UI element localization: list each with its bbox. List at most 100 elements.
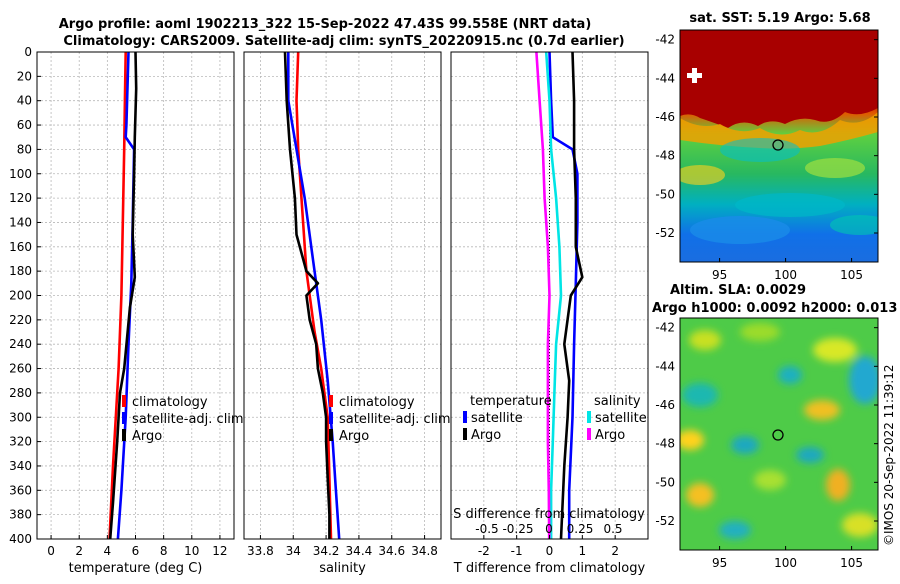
map-x-tick-label: 100: [774, 268, 797, 282]
map-x-tick-label: 105: [840, 268, 863, 282]
sst-map-ticks: 95 100 105 -42 -44 -46 -48 -50 -52: [655, 33, 878, 282]
y-tick-label: 320: [9, 435, 32, 449]
x-tick-label: 1: [579, 544, 587, 558]
secondary-tick-label: -0.5: [475, 522, 498, 536]
x-tick-label: 2: [611, 544, 619, 558]
y-tick-label: 180: [9, 264, 32, 278]
y-tick-label: 200: [9, 289, 32, 303]
sla-map-frame: [679, 317, 879, 551]
secondary-axis-label: S difference from climatology: [453, 507, 645, 522]
y-tick-label: 100: [9, 167, 32, 181]
difference-panel: -2 -1 0 1 2 T difference from climatology temp…: [450, 51, 649, 576]
x-axis-label: temperature (deg C): [69, 561, 203, 576]
x-axis-label: T difference from climatology: [453, 561, 646, 576]
map-y-tick-label: -42: [655, 33, 675, 47]
legend-label: satellite: [471, 411, 523, 426]
legend-label: Argo: [471, 428, 501, 443]
sst-map-title: sat. SST: 5.19 Argo: 5.68: [689, 11, 870, 26]
x-tick-label: -2: [478, 544, 490, 558]
y-tick-label: 60: [17, 118, 32, 132]
map-y-tick-label: -46: [655, 398, 675, 412]
y-tick-label: 140: [9, 215, 32, 229]
legend-label: climatology: [132, 395, 208, 410]
secondary-tick-label: -0.25: [502, 522, 533, 536]
series-line-salinity-satellite: [544, 51, 563, 539]
x-tick-label: 33.8: [247, 544, 274, 558]
legend-label: climatology: [339, 395, 415, 410]
legend-title-salinity: salinity: [594, 394, 641, 409]
legend-label: satellite: [595, 411, 647, 426]
series-line-salinity-Argo: [535, 51, 551, 540]
y-tick-label: 360: [9, 483, 32, 497]
y-tick-label: 40: [17, 94, 32, 108]
y-tick-label: 340: [9, 459, 32, 473]
y-tick-label: 400: [9, 532, 32, 546]
legend-label: satellite-adj. clim: [132, 412, 244, 427]
plot-frame: [243, 51, 442, 540]
sst-argo-position-marker: [772, 139, 784, 151]
y-tick-label: 120: [9, 191, 32, 205]
y-tick-label: 240: [9, 337, 32, 351]
map-x-tick-label: 95: [712, 556, 727, 570]
y-tick-label: 380: [9, 508, 32, 522]
map-y-tick-label: -50: [655, 475, 675, 489]
footer-stamp: ©IMOS 20-Sep-2022 11:39:12: [882, 364, 896, 546]
map-y-tick-label: -48: [655, 437, 675, 451]
sla-map-title-line1: Altim. SLA: 0.0029: [670, 283, 806, 298]
series-line-satellite-adj.-clim: [286, 52, 341, 540]
legend-label: Argo: [595, 428, 625, 443]
x-tick-label: 34: [286, 544, 301, 558]
sst-map-field: [680, 30, 878, 262]
secondary-tick-label: 0.5: [603, 522, 622, 536]
series-line-temperature-Argo: [559, 51, 584, 540]
y-tick-label: 0: [24, 45, 32, 59]
map-y-tick-label: -44: [655, 71, 675, 85]
y-tick-label: 220: [9, 313, 32, 327]
sla-map-field: [680, 318, 878, 550]
legend-label: Argo: [339, 429, 369, 444]
legend-label: satellite-adj. clim: [339, 412, 451, 427]
secondary-tick-label: 0: [545, 522, 553, 536]
salinity-panel: 33.8 34 34.2 34.4 34.6 34.8 salinity climatolog…: [243, 51, 451, 576]
series-line-Argo: [108, 51, 138, 540]
secondary-tick-label: 0.25: [567, 522, 594, 536]
map-y-tick-label: -48: [655, 149, 675, 163]
y-tick-label: 80: [17, 142, 32, 156]
x-tick-label: -1: [511, 544, 523, 558]
x-tick-label: 2: [75, 544, 83, 558]
x-tick-label: 34.2: [313, 544, 340, 558]
y-tick-label: 160: [9, 240, 32, 254]
map-y-tick-label: -46: [655, 110, 675, 124]
y-tick-label: 260: [9, 362, 32, 376]
series-line-climatology: [108, 51, 127, 540]
map-x-tick-label: 100: [774, 556, 797, 570]
sla-map-title-line2: Argo h1000: 0.0092 h2000: 0.013: [652, 301, 897, 316]
figure-title-line1: Argo profile: aoml 1902213_322 15-Sep-20…: [59, 17, 592, 32]
x-tick-label: 10: [184, 544, 199, 558]
y-tick-label: 300: [9, 410, 32, 424]
temperature-panel: 0 2 4 6 8 10 12 temperature (deg C) 0 20 40 60 80 100…: [9, 45, 244, 576]
x-tick-label: 12: [212, 544, 227, 558]
x-tick-label: 4: [104, 544, 112, 558]
x-tick-label: 34.6: [378, 544, 405, 558]
legend-title-temperature: temperature: [470, 394, 552, 409]
x-tick-label: 8: [160, 544, 168, 558]
map-y-tick-label: -44: [655, 359, 675, 373]
sla-argo-position-marker: [772, 429, 784, 441]
series-line-climatology: [295, 51, 333, 540]
map-y-tick-label: -42: [655, 321, 675, 335]
y-tick-label: 20: [17, 69, 32, 83]
x-tick-label: 34.8: [411, 544, 438, 558]
sla-map-ticks: 95 100 105 -42 -44 -46 -48 -50 -52: [655, 321, 878, 570]
x-tick-label: 6: [132, 544, 140, 558]
legend-label: Argo: [132, 429, 162, 444]
x-tick-label: 0: [47, 544, 55, 558]
map-y-tick-label: -52: [655, 514, 675, 528]
figure-title-line2: Climatology: CARS2009. Satellite-adj cli…: [63, 34, 624, 49]
x-axis-label: salinity: [319, 561, 366, 576]
x-tick-label: 34.4: [346, 544, 373, 558]
sst-cross-marker: [687, 68, 702, 83]
map-y-tick-label: -52: [655, 226, 675, 240]
series-line-Argo: [283, 51, 331, 539]
